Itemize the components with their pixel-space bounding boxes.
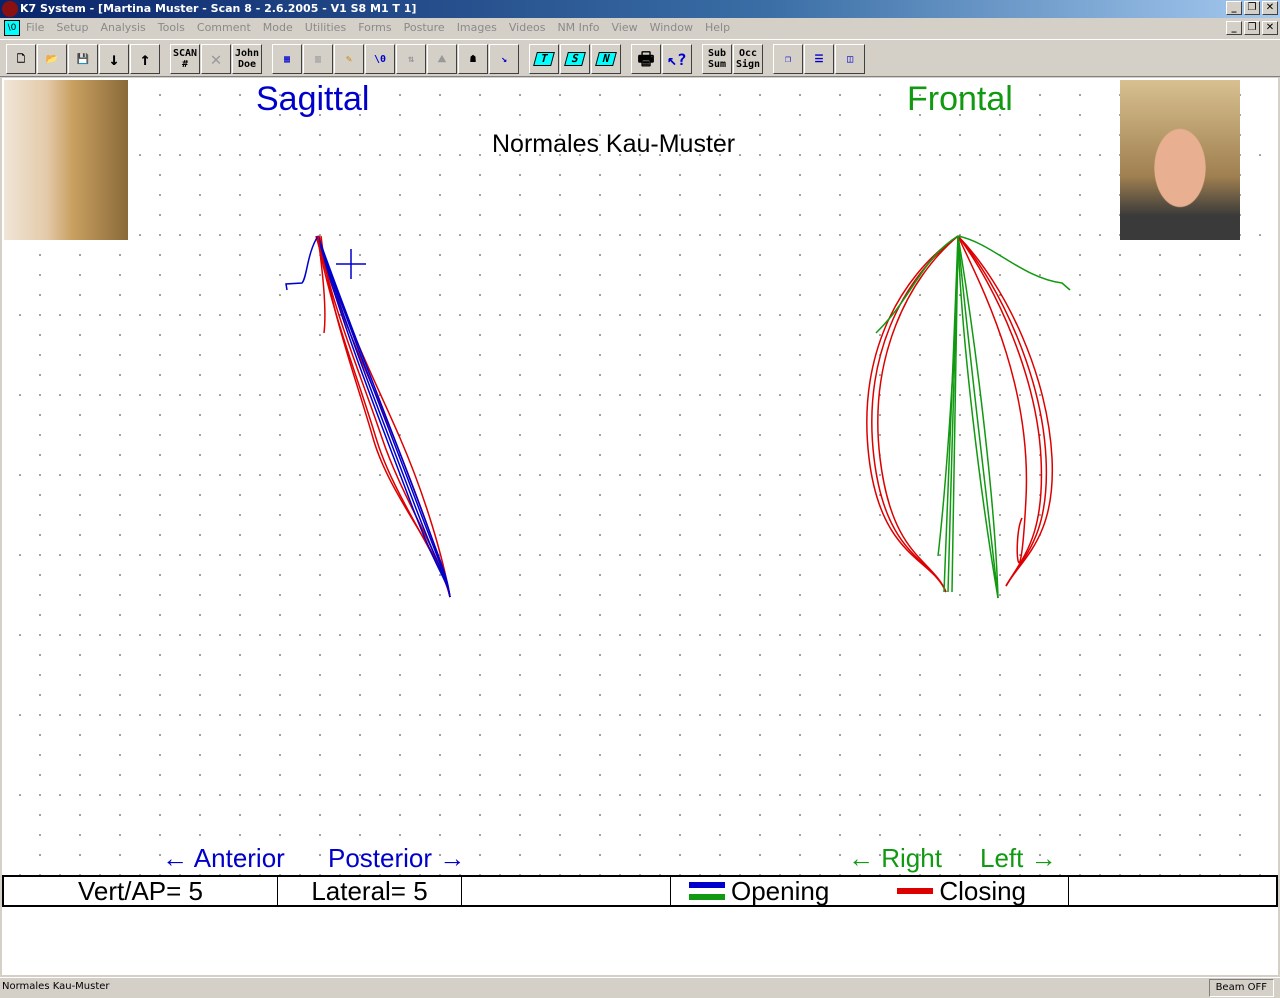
menu-videos[interactable]: Videos (508, 21, 546, 34)
anterior-label: ← Anterior (162, 843, 285, 873)
app-icon (2, 1, 18, 17)
menu-utilities[interactable]: Utilities (304, 21, 347, 34)
plot-title: Normales Kau-Muster (492, 130, 736, 158)
closing-trace-frontal (957, 235, 1048, 587)
opening-swatch (689, 882, 725, 900)
arrow-up-icon[interactable]: ↑ (130, 44, 160, 74)
menu-window[interactable]: Window (649, 21, 693, 34)
menu-bar: \0 File Setup Analysis Tools Comment Mod… (0, 18, 1280, 38)
trace-chart (2, 78, 1278, 875)
opening-trace-sagittal (317, 235, 451, 598)
doc-close-button[interactable]: ✕ (1262, 21, 1278, 35)
menu-file[interactable]: File (26, 21, 45, 34)
sub-sum-button[interactable]: Sub Sum (702, 44, 732, 74)
document-icon[interactable]: \0 (4, 20, 20, 36)
closing-trace-sagittal (317, 235, 326, 334)
lateral-scale: Lateral= 5 (278, 877, 462, 905)
notes-area (2, 907, 1278, 975)
closing-label: Closing (939, 876, 1027, 906)
n-mode-button[interactable]: N (591, 44, 621, 74)
doc-minimize-button[interactable]: _ (1226, 21, 1242, 35)
patient-button[interactable]: John Doe (232, 44, 262, 74)
help-pointer-icon[interactable]: ↖? (662, 44, 692, 74)
opening-trace-sagittal (317, 235, 451, 598)
menu-posture[interactable]: Posture (403, 21, 445, 34)
pencil-icon[interactable]: ✎ (334, 44, 364, 74)
legend-bar: Vert/AP= 5 Lateral= 5 Opening Closing (2, 875, 1278, 907)
opening-trace-frontal (957, 235, 999, 599)
new-file-icon[interactable]: 🗋 (6, 44, 36, 74)
tile-vertical-icon[interactable]: ◫ (835, 44, 865, 74)
menu-view[interactable]: View (611, 21, 638, 34)
menu-mode[interactable]: Mode (262, 21, 293, 34)
menu-help[interactable]: Help (704, 21, 731, 34)
opening-trace-frontal (957, 235, 999, 599)
sagittal-label: Sagittal (256, 80, 370, 118)
scan-number-button[interactable]: SCAN # (170, 44, 200, 74)
dot-grid (2, 78, 1278, 875)
closing-trace-frontal (957, 235, 1028, 564)
patient-frontal-photo (1120, 80, 1240, 240)
legend: Opening Closing (671, 877, 1069, 905)
tools-disabled-icon[interactable]: ✕ (201, 44, 231, 74)
t-mode-button[interactable]: T (529, 44, 559, 74)
opening-trace-frontal (875, 235, 959, 334)
menu-comment[interactable]: Comment (196, 21, 251, 34)
bar-chart-icon[interactable]: ▥ (303, 44, 333, 74)
closing-trace-frontal (871, 235, 959, 593)
open-folder-icon[interactable]: 📂 (37, 44, 67, 74)
scan-grid-icon[interactable]: ▦ (272, 44, 302, 74)
opening-trace-frontal (937, 235, 959, 557)
cascade-windows-icon[interactable]: ❐ (773, 44, 803, 74)
menu-analysis[interactable]: Analysis (100, 21, 146, 34)
close-button[interactable]: ✕ (1262, 1, 1278, 15)
opening-trace-sagittal (285, 235, 319, 291)
crosshair-cursor (336, 249, 366, 279)
closing-trace-frontal (957, 235, 1054, 587)
tile-horizontal-icon[interactable]: ☰ (804, 44, 834, 74)
s-mode-button[interactable]: S (560, 44, 590, 74)
posterior-label: Posterior → (328, 843, 466, 873)
left-label: Left → (980, 843, 1057, 873)
patient-profile-photo (4, 80, 128, 240)
window-title: K7 System - [Martina Muster - Scan 8 - 2… (20, 2, 417, 15)
print-icon[interactable]: 🖶 (631, 44, 661, 74)
restore-button[interactable]: ❐ (1244, 1, 1260, 15)
frontal-label: Frontal (907, 80, 1013, 118)
plot-area: Sagittal Frontal Normales Kau-Muster ← A… (2, 78, 1278, 875)
closing-trace-frontal (877, 235, 959, 593)
occ-sign-button[interactable]: Occ Sign (733, 44, 763, 74)
title-bar: K7 System - [Martina Muster - Scan 8 - 2… (0, 0, 1280, 18)
menu-images[interactable]: Images (456, 21, 497, 34)
doc-restore-button[interactable]: ❐ (1244, 21, 1260, 35)
menu-forms[interactable]: Forms (358, 21, 392, 34)
velocity-icon[interactable]: ⇅ (396, 44, 426, 74)
closing-trace-frontal (866, 235, 959, 593)
closing-swatch (897, 888, 934, 894)
emg-graph-icon[interactable]: ⛰ (427, 44, 457, 74)
opening-label: Opening (731, 876, 830, 906)
beam-status: Beam OFF (1208, 979, 1274, 997)
vert-trace-icon[interactable]: \0 (365, 44, 395, 74)
status-text: Normales Kau-Muster (2, 981, 110, 992)
menu-setup[interactable]: Setup (56, 21, 89, 34)
right-label: ← Right (848, 843, 942, 873)
status-bar: Normales Kau-Muster Beam OFF (0, 977, 1280, 998)
opening-trace-frontal (957, 235, 999, 599)
sonography-icon[interactable]: ☗ (458, 44, 488, 74)
opening-trace-frontal (957, 235, 1071, 291)
minimize-button[interactable]: _ (1226, 1, 1242, 15)
opening-trace-sagittal (317, 235, 451, 598)
arrow-down-icon[interactable]: ↓ (99, 44, 129, 74)
save-icon[interactable]: 💾 (68, 44, 98, 74)
menu-nm-info[interactable]: NM Info (557, 21, 600, 34)
trace-arrow-icon[interactable]: ↘ (489, 44, 519, 74)
toolbar: 🗋 📂 💾 ↓ ↑ SCAN # ✕ John Doe ▦ ▥ ✎ \0 ⇅ ⛰… (0, 39, 1280, 77)
closing-trace-frontal (957, 235, 1043, 587)
vert-ap-scale: Vert/AP= 5 (4, 877, 278, 905)
menu-tools[interactable]: Tools (157, 21, 185, 34)
